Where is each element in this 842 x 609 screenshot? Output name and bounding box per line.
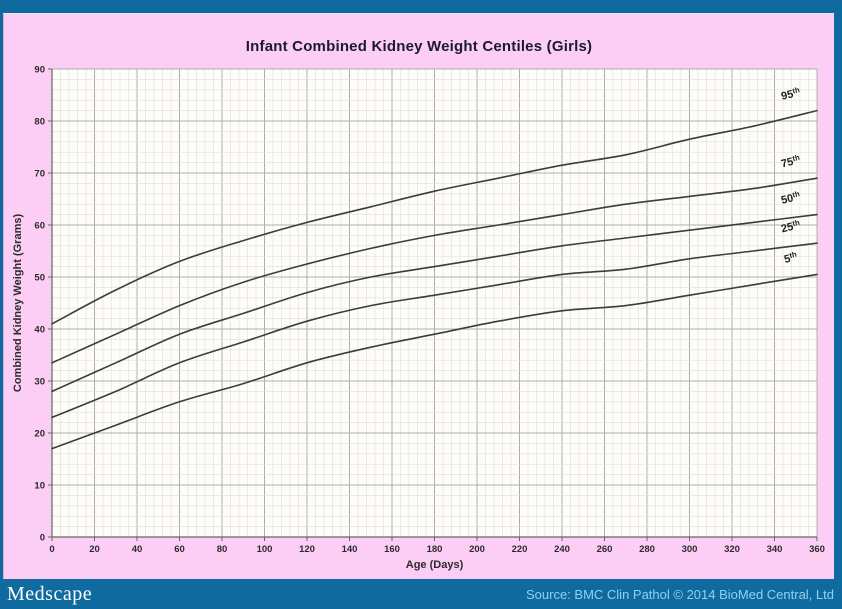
footer-bar: Medscape Source: BMC Clin Pathol © 2014 … (0, 579, 842, 609)
source-attribution: Source: BMC Clin Pathol © 2014 BioMed Ce… (525, 586, 834, 602)
chart-panel: Infant Combined Kidney Weight Centiles (… (3, 13, 834, 579)
medscape-logo: Medscape (7, 582, 93, 605)
chart-title: Infant Combined Kidney Weight Centiles (… (245, 38, 593, 55)
